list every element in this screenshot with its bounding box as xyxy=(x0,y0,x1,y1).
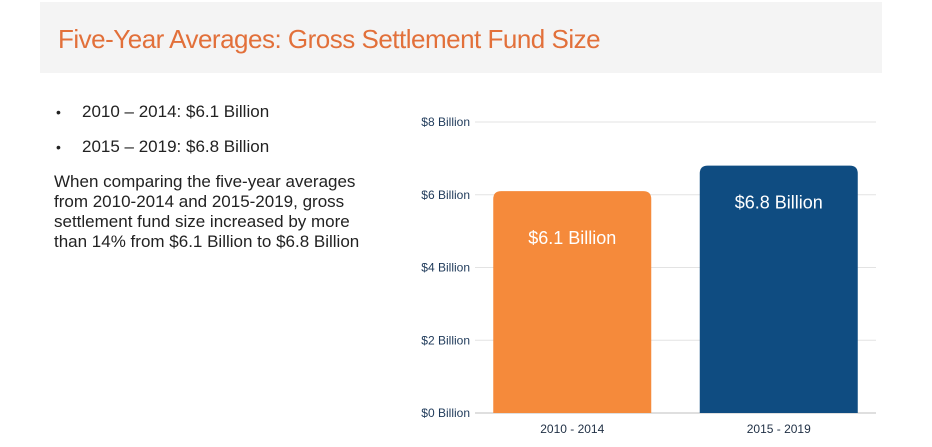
bar xyxy=(493,191,652,413)
bullet-dot-icon: • xyxy=(56,104,61,120)
y-tick-label: $8 Billion xyxy=(421,115,470,129)
bullet-text: 2015 – 2019: $6.8 Billion xyxy=(82,137,270,156)
y-tick-label: $6 Billion xyxy=(421,188,470,202)
header-banner: Five-Year Averages: Gross Settlement Fun… xyxy=(40,2,882,73)
bullet-text: 2010 – 2014: $6.1 Billion xyxy=(82,102,270,121)
summary-paragraph: When comparing the five-year averages fr… xyxy=(54,172,360,251)
bullet-item: • 2015 – 2019: $6.8 Billion xyxy=(54,133,384,168)
bar xyxy=(699,165,858,413)
bullet-list: • 2010 – 2014: $6.1 Billion • 2015 – 201… xyxy=(54,98,384,168)
bullet-item: • 2010 – 2014: $6.1 Billion xyxy=(54,98,384,133)
y-tick-label: $2 Billion xyxy=(421,333,470,347)
bullet-dot-icon: • xyxy=(56,139,61,155)
x-tick-label: 2015 - 2019 xyxy=(747,422,811,436)
data-label: $6.1 Billion xyxy=(528,228,616,248)
y-tick-label: $4 Billion xyxy=(421,261,470,275)
data-label: $6.8 Billion xyxy=(735,193,823,213)
page-title: Five-Year Averages: Gross Settlement Fun… xyxy=(58,24,601,54)
bar-chart: $0 Billion $2 Billion $4 Billion $6 Billion… xyxy=(421,115,876,436)
y-tick-label: $0 Billion xyxy=(421,406,470,420)
x-tick-label: 2010 - 2014 xyxy=(540,422,604,436)
summary-panel: • 2010 – 2014: $6.1 Billion • 2015 – 201… xyxy=(54,98,384,252)
